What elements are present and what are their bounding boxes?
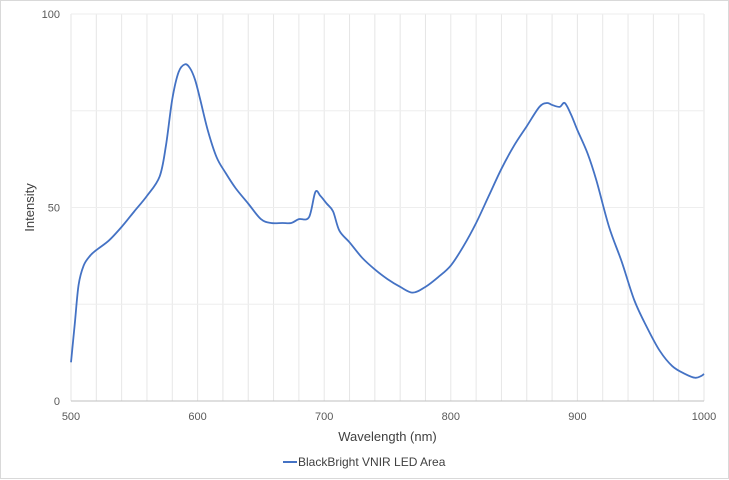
y-tick-label: 100 xyxy=(42,9,60,21)
x-tick-label: 500 xyxy=(62,411,80,423)
y-tick-label: 0 xyxy=(54,396,60,408)
series-line xyxy=(70,63,705,379)
x-axis-title: Wavelength (nm) xyxy=(338,429,437,444)
y-tick-label: 50 xyxy=(48,203,60,215)
horizontal-gridlines xyxy=(71,13,704,305)
x-tick-label: 600 xyxy=(188,411,206,423)
legend: BlackBright VNIR LED Area xyxy=(283,455,446,469)
x-tick-labels: 500 600 700 800 900 1000 xyxy=(62,411,716,423)
x-tick-label: 1000 xyxy=(692,411,716,423)
x-tick-label: 700 xyxy=(315,411,333,423)
y-tick-labels: 0 50 100 xyxy=(42,9,60,408)
x-tick-label: 900 xyxy=(568,411,586,423)
y-axis-title: Intensity xyxy=(22,183,37,232)
series-lines xyxy=(70,63,705,379)
x-tick-label: 800 xyxy=(442,411,460,423)
legend-label: BlackBright VNIR LED Area xyxy=(298,455,446,469)
